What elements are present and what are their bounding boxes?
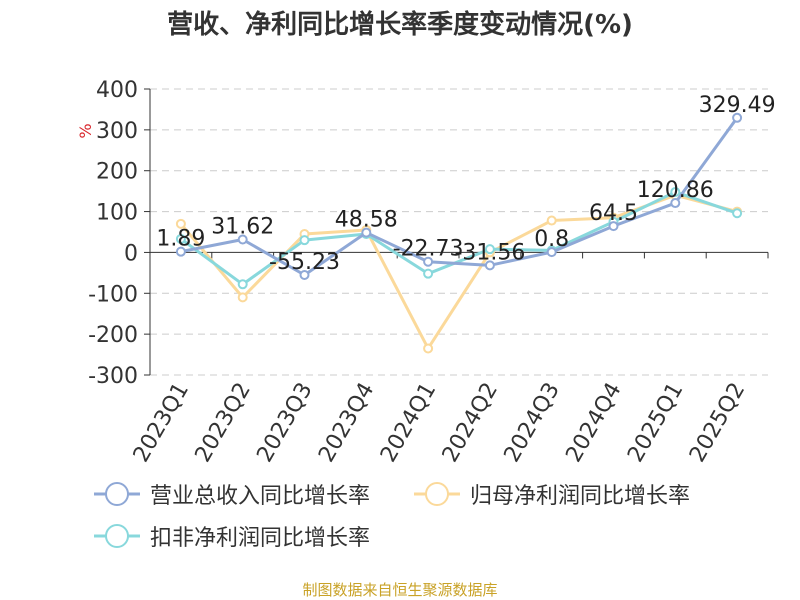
legend-marker-icon — [414, 482, 460, 506]
data-labels: 1.89 31.62 -55.23 48.58 -22.73-31.56 0.8 64.51… — [156, 93, 775, 275]
axes: 4003002001000-100-200-300%2023Q12023Q220… — [76, 78, 769, 467]
series-point — [423, 343, 434, 354]
series-point — [423, 256, 434, 267]
legend-marker-icon — [94, 524, 140, 548]
series-point — [608, 221, 619, 232]
legend-item[interactable]: 归母净利润同比增长率 — [412, 480, 691, 509]
x-tick-label: 2024Q1 — [376, 378, 441, 466]
y-tick-label: -200 — [88, 323, 138, 348]
series-point — [175, 233, 186, 244]
x-tick-label: 2024Q4 — [561, 379, 626, 467]
series-point — [237, 292, 248, 303]
y-tick-label: 400 — [96, 78, 138, 103]
x-tick-label: 2025Q2 — [685, 379, 750, 467]
x-tick-label: 2023Q3 — [252, 379, 317, 467]
data-label: 329.49 — [699, 93, 776, 118]
data-label: 48.58 — [335, 208, 398, 233]
source-note: 制图数据来自恒生聚源数据库 — [302, 581, 498, 599]
legend-circle — [105, 524, 129, 548]
series-point — [299, 235, 310, 246]
legend-label: 归母净利润同比增长率 — [470, 484, 691, 509]
legend-circle — [105, 482, 129, 506]
series-point — [732, 208, 743, 219]
legend-marker-icon — [94, 482, 140, 506]
x-tick-label: 2023Q4 — [314, 379, 379, 467]
y-tick-label: -300 — [88, 364, 138, 389]
series-point — [484, 244, 495, 255]
series-line — [180, 116, 739, 277]
y-tick-label: 300 — [96, 119, 138, 144]
series-point — [237, 234, 248, 245]
legend-label: 扣非净利润同比增长率 — [150, 526, 371, 551]
series-point — [423, 268, 434, 279]
legend-item[interactable]: 营业总收入同比增长率 — [92, 480, 371, 509]
x-tick-label: 2023Q1 — [129, 379, 194, 467]
data-label: 120.86 — [637, 178, 714, 203]
data-label: -22.73 — [393, 237, 464, 262]
grid-lines — [150, 88, 768, 376]
series-point — [484, 260, 495, 271]
series-point — [299, 269, 310, 280]
data-label: 31.62 — [211, 215, 274, 240]
series-point — [670, 198, 681, 209]
x-tick-label: 2024Q2 — [438, 379, 503, 467]
series-lines — [175, 112, 743, 354]
series-point — [732, 112, 743, 123]
series-point — [175, 246, 186, 257]
legend-label: 营业总收入同比增长率 — [150, 484, 371, 509]
x-tick-label: 2024Q3 — [500, 379, 565, 467]
y-axis-label: % — [76, 123, 95, 138]
data-label: 0.8 — [534, 227, 569, 252]
series-point — [670, 186, 681, 197]
y-tick-label: 0 — [124, 241, 138, 266]
legend-item[interactable]: 扣非净利润同比增长率 — [92, 522, 371, 551]
data-label: -31.56 — [454, 240, 525, 265]
series-line — [180, 190, 738, 286]
y-tick-label: -100 — [88, 282, 138, 307]
series-point — [175, 218, 186, 229]
series-point — [237, 279, 248, 290]
data-label: -55.23 — [269, 250, 340, 275]
series-point — [361, 227, 372, 238]
series-point — [546, 215, 557, 226]
series-point — [546, 247, 557, 258]
legend-circle — [425, 482, 449, 506]
x-tick-label: 2025Q1 — [623, 379, 688, 467]
y-tick-label: 100 — [96, 201, 138, 226]
data-label: 1.89 — [156, 227, 205, 252]
data-label: 64.5 — [589, 201, 638, 226]
x-tick-label: 2023Q2 — [191, 379, 256, 467]
y-tick-label: 200 — [96, 160, 138, 185]
chart-title: 营收、净利同比增长率季度变动情况(%) — [167, 10, 633, 40]
